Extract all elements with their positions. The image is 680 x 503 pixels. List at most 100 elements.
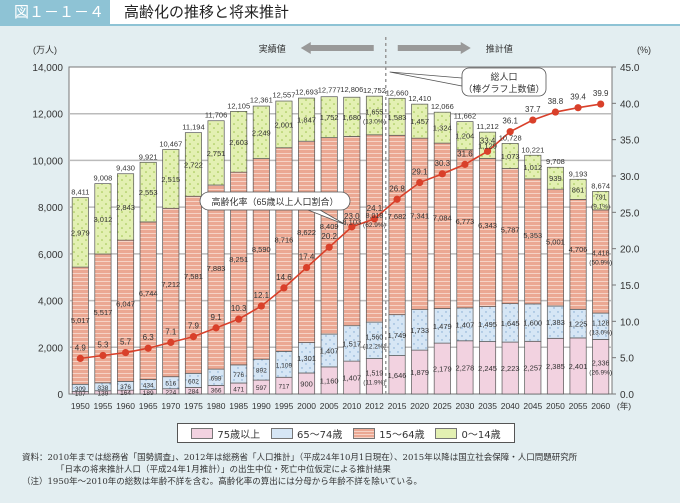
bar-segment-0-14 [117, 173, 135, 241]
right-axis-tick-label: 10.0 [620, 317, 640, 328]
bar-label-0-14: 1,847 [297, 116, 316, 125]
aging-rate-point [144, 344, 152, 352]
right-axis-tick-label: 5.0 [620, 354, 634, 365]
aging-rate-point [551, 108, 560, 116]
aging-rate-point [574, 104, 582, 112]
x-axis-tick-label: 2025 [433, 401, 452, 411]
x-axis-tick-label: 1985 [229, 401, 248, 411]
actual-arrow-icon [300, 42, 374, 54]
right-axis-tick-label: 15.0 [620, 281, 640, 292]
bar-label-75plus: 2,278 [456, 363, 475, 372]
source-line-1: 資料：2010年までは総務省「国勢調査」、2012年は総務省「人口推計」（平成2… [22, 453, 578, 463]
bar-total-label: 11,706 [205, 111, 227, 120]
bar-label-65-74: 602 [188, 378, 199, 385]
bar-label-75plus: 2,257 [523, 364, 542, 373]
x-axis-tick-label: 2060 [591, 401, 610, 411]
bar-label-65-74: 434 [143, 383, 154, 390]
bar-segment-15-64 [569, 199, 587, 310]
bar-label-15-64: 6,773 [456, 217, 475, 226]
bar-label-15-64: 6,047 [116, 300, 135, 309]
x-axis-tick-label: 1995 [274, 401, 293, 411]
right-axis-tick-label: 40.0 [620, 99, 640, 110]
bar-segment-0-14 [524, 154, 542, 180]
aging-rate-label: 17.4 [299, 253, 315, 262]
left-axis-tick-label: 0 [57, 390, 63, 401]
aging-rate-point [325, 243, 333, 251]
projection-values-label: 推計値 [486, 43, 513, 54]
bar-label-65-74: 1,383 [546, 318, 565, 327]
bar-total-label: 12,777 [318, 86, 341, 95]
aging-rate-callout-text: 高齢化率（65歳以上人口割合） [211, 196, 338, 207]
aging-rate-point [393, 195, 401, 203]
bar-share-label: (13.0%) [589, 329, 612, 336]
total-callout-box [461, 67, 547, 97]
bar-segment-15-64 [162, 207, 180, 378]
bar-label-0-14: 2,722 [184, 160, 203, 169]
bar-segment-15-64 [117, 239, 135, 382]
aging-rate-label: 5.7 [120, 338, 132, 347]
bar-segment-15-64 [456, 149, 474, 309]
bar-total-label: 8,674 [591, 181, 610, 190]
figure-number: 図１－１－４ [0, 0, 110, 24]
x-axis-tick-label: 1975 [184, 401, 203, 411]
bar-label-65-74: 892 [256, 368, 267, 375]
bar-label-0-14: 791 [595, 195, 607, 202]
right-axis-tick-label: 30.0 [620, 172, 640, 183]
right-axis-tick-label: 25.0 [620, 208, 640, 219]
bar-label-15-64: 8,590 [252, 245, 271, 254]
aging-rate-label: 5.3 [97, 340, 109, 349]
source-line-2: 「日本の将来推計人口（平成24年1月推計）」の出生中位・死亡中位仮定による推計結… [56, 465, 391, 475]
bar-segment-0-14 [94, 183, 112, 255]
bar-total-label: 11,194 [182, 123, 204, 132]
bar-label-75plus: 284 [188, 389, 199, 396]
bar-label-0-14: 1,073 [501, 152, 520, 161]
x-axis-tick-label: 1950 [71, 401, 90, 411]
bar-segment-0-14 [456, 121, 474, 151]
bar-segment-0-14 [592, 191, 610, 211]
bar-share-label: (62.9%) [363, 222, 386, 229]
left-axis-unit-label: (万人) [33, 45, 57, 55]
bar-total-label: 12,693 [295, 88, 318, 97]
bar-label-0-14: 2,843 [116, 203, 135, 212]
aging-rate-point [189, 332, 198, 341]
bar-label-65-74: 1,560 [366, 334, 384, 341]
aging-rate-point [529, 116, 537, 124]
bar-label-15-64: 4,418 [592, 250, 610, 257]
bar-total-label: 10,221 [521, 145, 544, 154]
bar-label-75plus: 597 [256, 385, 267, 392]
aging-rate-label: 7.1 [165, 327, 177, 336]
bar-label-0-14: 2,553 [139, 188, 158, 197]
x-axis-tick-label: 2010 [342, 401, 361, 411]
aging-rate-label: 39.9 [593, 89, 609, 98]
bar-label-15-64: 5,017 [71, 316, 90, 325]
x-axis-tick-label: 1955 [93, 401, 112, 411]
bar-label-75plus: 189 [143, 390, 154, 397]
bar-total-label: 12,660 [386, 88, 409, 97]
aging-chart: 0 2,000 4,000 6,000 8,000 10,000 12,000 14,000 (… [32, 37, 651, 411]
x-axis-tick-label: 2040 [501, 401, 520, 411]
chart-notes: 資料：2010年までは総務省「国勢調査」、2012年は総務省「人口推計」（平成2… [22, 452, 577, 488]
bar-label-75plus: 1,646 [388, 371, 407, 380]
bar-label-65-74: 1,479 [433, 322, 452, 331]
bar-label-65-74: 1,225 [569, 320, 588, 329]
x-axis-tick-label: 1965 [139, 401, 158, 411]
aging-rate-point [212, 324, 220, 332]
bar-label-75plus: 2,245 [478, 364, 497, 373]
bar-label-15-64: 8,103 [342, 218, 361, 227]
bar-label-65-74: 516 [165, 381, 176, 388]
legend-label-75plus: 75歳以上 [217, 429, 261, 441]
bar-label-15-64: 7,581 [184, 272, 203, 281]
aging-rate-point [121, 348, 130, 357]
bar-label-0-14: 1,752 [320, 113, 339, 122]
x-axis-tick-label: 1990 [252, 401, 271, 411]
aging-rate-point [257, 302, 265, 310]
bar-label-0-14: 1,324 [433, 124, 452, 133]
bar-label-75plus: 224 [165, 389, 176, 396]
legend-item-0-14: 0～14歳 [435, 426, 501, 441]
bar-total-label: 9,708 [546, 157, 565, 166]
aging-rate-point [348, 223, 356, 231]
bar-label-65-74: 1,109 [276, 362, 293, 369]
aging-rate-point [76, 354, 84, 362]
bar-label-0-14: 2,603 [229, 138, 248, 147]
aging-rate-point [483, 147, 492, 155]
